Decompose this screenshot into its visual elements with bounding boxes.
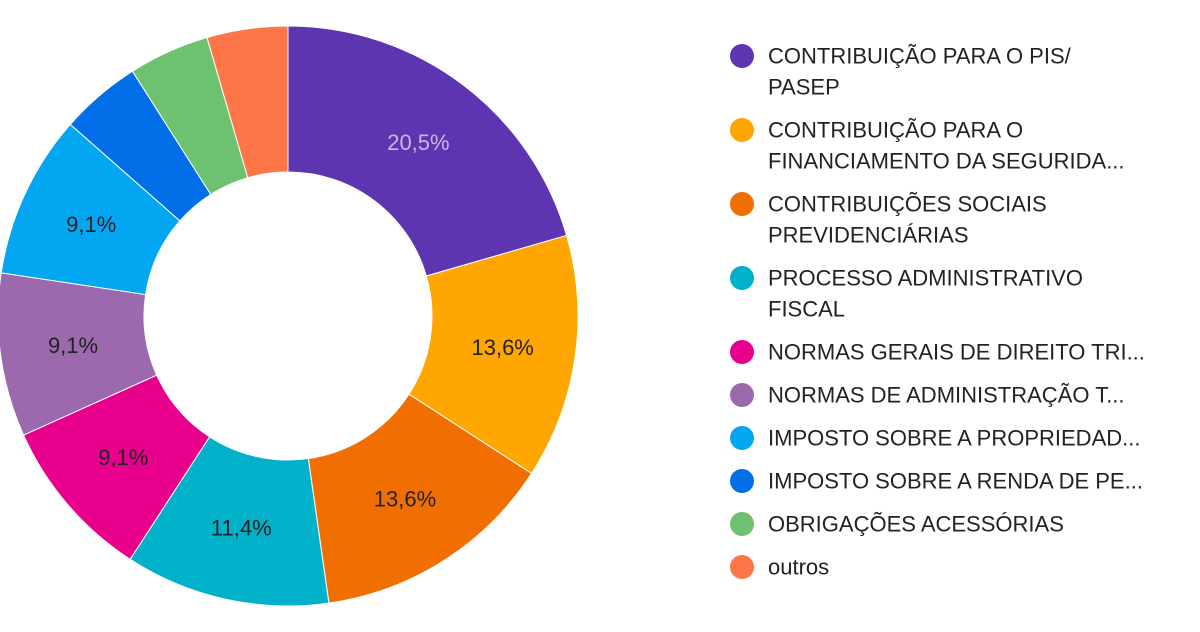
legend-item-5: NORMAS GERAIS DE DIREITO TRI... bbox=[730, 340, 1145, 365]
legend-swatch-1 bbox=[730, 44, 754, 68]
legend-item-9: OBRIGAÇÕES ACESSÓRIAS bbox=[730, 512, 1064, 537]
legend-swatch-10 bbox=[730, 555, 754, 579]
data-label-2: 13,6% bbox=[471, 335, 533, 360]
legend-label-4: PROCESSO ADMINISTRATIVO FISCAL bbox=[768, 266, 1083, 322]
data-label-3: 13,6% bbox=[374, 486, 436, 511]
data-label-5: 9,1% bbox=[98, 445, 148, 470]
legend-swatch-9 bbox=[730, 512, 754, 536]
legend-swatch-8 bbox=[730, 469, 754, 493]
data-label-4: 11,4% bbox=[211, 515, 272, 540]
slice-labels: 20,5% 13,6% 13,6% 11,4% 9,1% 9,1% 9,1% bbox=[48, 130, 534, 540]
legend-label-5: NORMAS GERAIS DE DIREITO TRI... bbox=[768, 340, 1145, 365]
legend: CONTRIBUIÇÃO PARA O PIS/PASEP CONTRIBUIÇÃ… bbox=[730, 44, 1145, 580]
legend-swatch-5 bbox=[730, 340, 754, 364]
legend-label-10: outros bbox=[768, 555, 829, 580]
donut-slice-1 bbox=[287, 25, 568, 277]
legend-item-10: outros bbox=[730, 555, 829, 580]
legend-swatch-2 bbox=[730, 118, 754, 142]
legend-swatch-7 bbox=[730, 426, 754, 450]
legend-item-1: CONTRIBUIÇÃO PARA O PIS/PASEP bbox=[730, 44, 1072, 100]
donut-slices bbox=[0, 25, 579, 607]
data-label-1: 20,5% bbox=[387, 130, 449, 155]
donut-slice-3 bbox=[307, 393, 533, 604]
legend-swatch-4 bbox=[730, 266, 754, 290]
data-label-6: 9,1% bbox=[48, 333, 98, 358]
legend-swatch-6 bbox=[730, 383, 754, 407]
legend-label-7: IMPOSTO SOBRE A PROPRIEDAD... bbox=[768, 426, 1140, 451]
legend-label-3: CONTRIBUIÇÕES SOCIAIS PREVIDENCIÁRIAS bbox=[768, 192, 1047, 248]
legend-item-3: CONTRIBUIÇÕES SOCIAIS PREVIDENCIÁRIAS bbox=[730, 192, 1047, 248]
legend-item-2: CONTRIBUIÇÃO PARA O FINANCIAMENTO DA SEGU… bbox=[730, 118, 1125, 174]
legend-item-6: NORMAS DE ADMINISTRAÇÃO T... bbox=[730, 383, 1125, 408]
legend-item-4: PROCESSO ADMINISTRATIVO FISCAL bbox=[730, 266, 1083, 322]
legend-label-6: NORMAS DE ADMINISTRAÇÃO T... bbox=[768, 383, 1125, 408]
legend-label-9: OBRIGAÇÕES ACESSÓRIAS bbox=[768, 512, 1064, 537]
legend-label-2: CONTRIBUIÇÃO PARA O FINANCIAMENTO DA SEGU… bbox=[768, 118, 1125, 174]
legend-item-7: IMPOSTO SOBRE A PROPRIEDAD... bbox=[730, 426, 1140, 451]
data-label-7: 9,1% bbox=[66, 212, 116, 237]
donut-slice-2 bbox=[408, 234, 579, 475]
legend-swatch-3 bbox=[730, 192, 754, 216]
legend-label-8: IMPOSTO SOBRE A RENDA DE PE... bbox=[768, 469, 1143, 494]
legend-label-1: CONTRIBUIÇÃO PARA O PIS/PASEP bbox=[768, 44, 1072, 100]
legend-item-8: IMPOSTO SOBRE A RENDA DE PE... bbox=[730, 469, 1143, 494]
donut-slice-10 bbox=[206, 25, 289, 179]
